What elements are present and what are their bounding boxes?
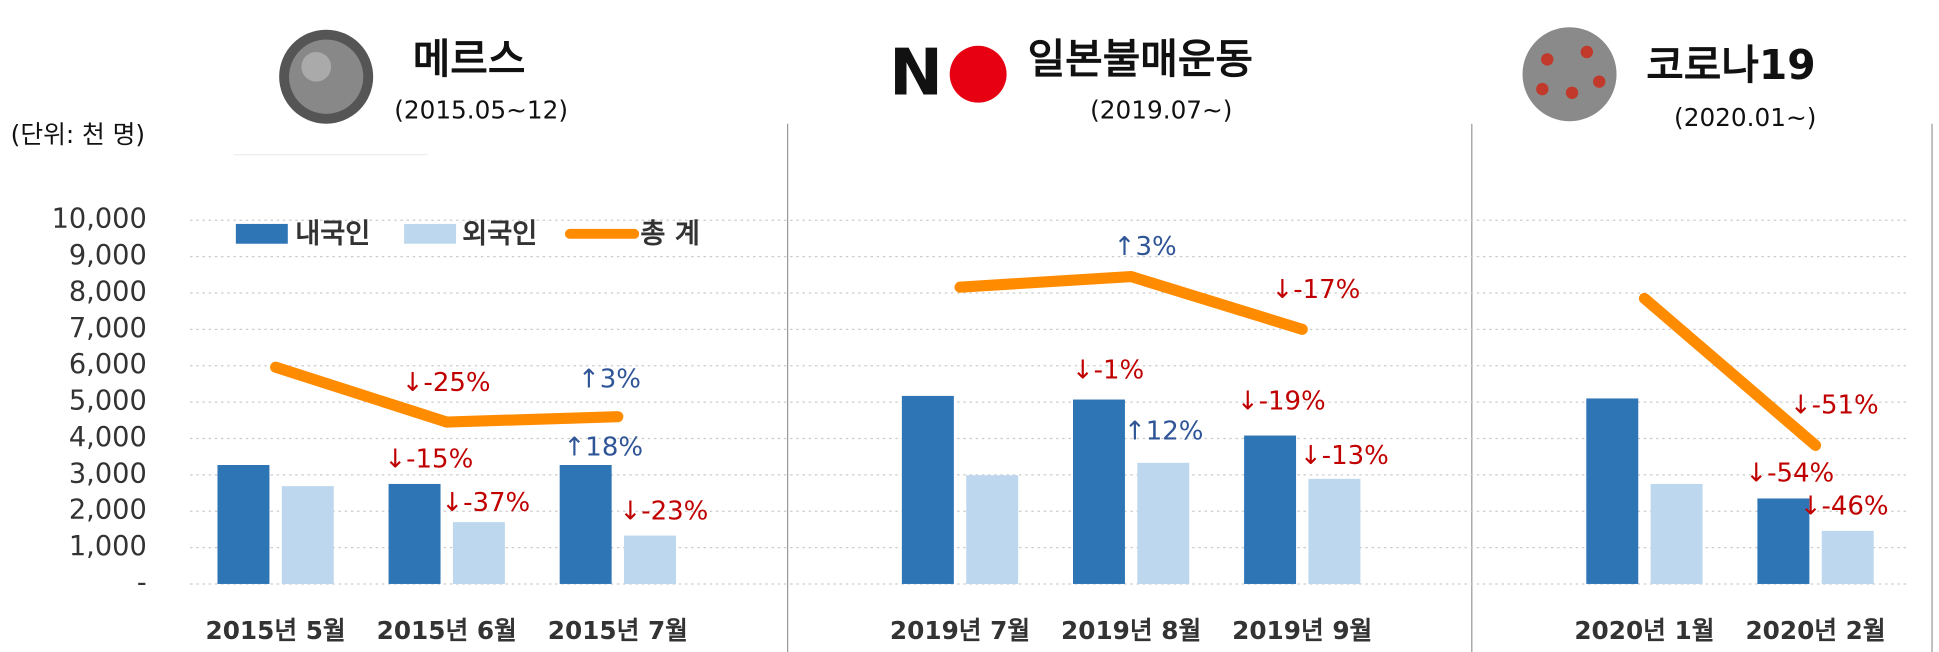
group-subtitle: (2020.01~) xyxy=(1674,103,1816,132)
group-title: 일본불매운동 xyxy=(1028,35,1253,83)
annotation: ↓-46% xyxy=(1800,492,1889,522)
bar xyxy=(1821,530,1874,584)
annotation: ↑3% xyxy=(578,364,641,394)
x-tick-label: 2019년 7월 xyxy=(890,616,1030,645)
annotation: ↓-23% xyxy=(619,497,708,527)
bar xyxy=(1137,462,1190,584)
logo-letter: N xyxy=(889,35,943,110)
annotation: ↑18% xyxy=(564,432,643,462)
y-tick-label: 10,000 xyxy=(52,204,147,235)
annotation: ↓-25% xyxy=(402,368,491,398)
group-title: 코로나19 xyxy=(1646,41,1815,89)
bar xyxy=(1244,435,1297,584)
y-tick-label: 9,000 xyxy=(69,240,147,271)
y-tick-label: 3,000 xyxy=(69,458,147,489)
bar xyxy=(624,535,676,584)
y-tick-label: 2,000 xyxy=(69,495,147,526)
bar xyxy=(1586,398,1639,584)
y-tick-label: 1,000 xyxy=(69,531,147,562)
annotation: ↓-37% xyxy=(441,488,530,518)
bar xyxy=(1308,478,1361,584)
x-tick-label: 2015년 6월 xyxy=(377,616,517,645)
bar xyxy=(217,465,270,584)
y-tick-label: 5,000 xyxy=(69,386,147,417)
y-tick-label: 6,000 xyxy=(69,349,147,380)
legend-label: 외국인 xyxy=(462,219,537,250)
legend-label: 총 계 xyxy=(640,219,700,250)
group-subtitle: (2019.07~) xyxy=(1090,95,1232,124)
annotation: ↓-17% xyxy=(1271,275,1360,305)
bar xyxy=(559,465,612,584)
group-title: 메르스 xyxy=(413,35,526,83)
x-tick-label: 2015년 7월 xyxy=(548,616,688,645)
x-tick-label: 2019년 8월 xyxy=(1061,616,1201,645)
no-logo: N xyxy=(889,35,1007,110)
annotation: ↓-15% xyxy=(384,445,473,475)
annotation: ↓-19% xyxy=(1237,387,1326,417)
y-tick-label: - xyxy=(137,567,147,598)
line xyxy=(270,271,1822,451)
virus-icon xyxy=(279,29,374,124)
bar xyxy=(1650,483,1703,584)
annotation: ↑12% xyxy=(1124,416,1203,446)
bar xyxy=(281,486,334,584)
bar xyxy=(1757,498,1810,584)
legend-label: 내국인 xyxy=(295,219,370,250)
group-subtitle: (2015.05~12) xyxy=(394,95,568,124)
bar xyxy=(1072,399,1125,584)
x-tick-label: 2015년 5월 xyxy=(206,616,346,645)
bar xyxy=(388,483,441,584)
bar xyxy=(901,395,954,584)
corona-icon xyxy=(1522,27,1617,122)
annotation: ↓-51% xyxy=(1790,390,1879,420)
bar xyxy=(452,522,505,584)
annotation: ↑3% xyxy=(1114,232,1177,262)
y-tick-label: 7,000 xyxy=(69,313,147,344)
bar xyxy=(966,475,1019,584)
legend-swatch xyxy=(404,223,457,244)
x-tick-label: 2020년 1월 xyxy=(1574,616,1714,645)
y-tick-label: 8,000 xyxy=(69,276,147,307)
legend-swatch xyxy=(235,223,288,244)
annotation: ↓-54% xyxy=(1745,458,1834,488)
annotation: ↓-13% xyxy=(1300,441,1389,471)
unit-label: (단위: 천 명) xyxy=(11,120,145,149)
x-tick-label: 2019년 9월 xyxy=(1232,616,1372,645)
x-tick-label: 2020년 2월 xyxy=(1745,616,1885,645)
y-tick-label: 4,000 xyxy=(69,422,147,453)
annotation: ↓-1% xyxy=(1072,356,1144,386)
